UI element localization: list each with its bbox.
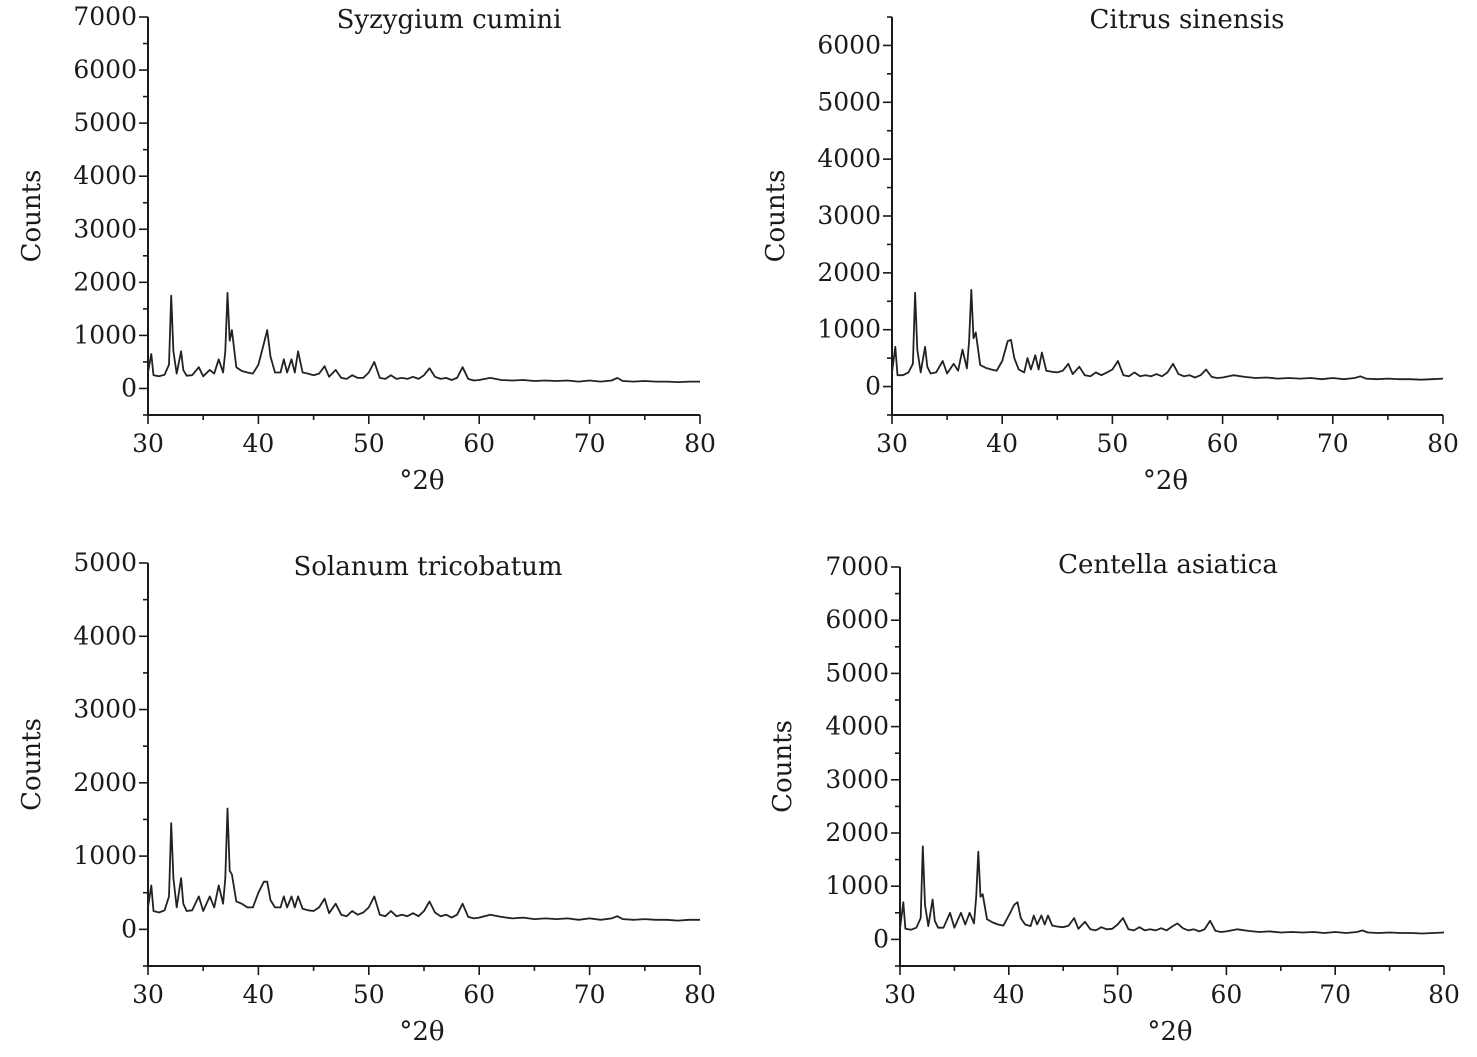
y-axis-title: Counts bbox=[17, 170, 47, 263]
y-tick-label: 5000 bbox=[73, 108, 137, 137]
x-tick-label: 30 bbox=[876, 429, 908, 458]
y-axis-title: Counts bbox=[768, 720, 798, 813]
panel-title: Syzygium cumini bbox=[337, 5, 562, 35]
x-tick-label: 70 bbox=[574, 429, 606, 458]
y-tick-label: 7000 bbox=[73, 2, 137, 31]
panel-4: 30 40 50 60 70 80 0 1000 2000 3000 4000 5000 6000 700… bbox=[768, 550, 1460, 1047]
x-tick-label: 50 bbox=[1096, 429, 1128, 458]
panel-3: 30 40 50 60 70 80 0 1000 2000 3000 4000 5000 °2θ Coun… bbox=[17, 548, 716, 1047]
y-tick-label: 6000 bbox=[817, 30, 881, 59]
y-tick-label: 4000 bbox=[73, 621, 137, 650]
y-tick-label: 2000 bbox=[825, 818, 889, 847]
x-axis-title: °2θ bbox=[1147, 1017, 1192, 1047]
x-tick-label: 60 bbox=[1210, 980, 1242, 1009]
xrd-trace bbox=[891, 288, 1444, 381]
y-tick-label: 3000 bbox=[825, 765, 889, 794]
x-tick-label: 80 bbox=[1427, 429, 1459, 458]
y-tick-label: 3000 bbox=[817, 201, 881, 230]
x-tick-label: 70 bbox=[1317, 429, 1349, 458]
x-tick-label: 40 bbox=[242, 980, 274, 1009]
x-tick-label: 30 bbox=[884, 980, 916, 1009]
y-tick-label: 6000 bbox=[825, 605, 889, 634]
y-tick-label: 4000 bbox=[825, 712, 889, 741]
x-tick-label: 40 bbox=[242, 429, 274, 458]
x-axis-title: °2θ bbox=[399, 466, 444, 496]
y-tick-label: 6000 bbox=[73, 55, 137, 84]
x-axis-title: °2θ bbox=[399, 1017, 444, 1047]
y-tick-label: 1000 bbox=[817, 315, 881, 344]
y-axis-title: Counts bbox=[17, 718, 47, 811]
y-tick-label: 3000 bbox=[73, 695, 137, 724]
y-tick-label: 5000 bbox=[73, 548, 137, 577]
x-tick-label: 80 bbox=[684, 980, 716, 1009]
panel-title: Solanum tricobatum bbox=[293, 552, 562, 582]
x-tick-label: 60 bbox=[1207, 429, 1239, 458]
x-tick-label: 40 bbox=[993, 980, 1025, 1009]
y-tick-label: 2000 bbox=[73, 267, 137, 296]
y-tick-label: 2000 bbox=[817, 258, 881, 287]
panel-title: Citrus sinensis bbox=[1090, 5, 1285, 35]
x-tick-label: 60 bbox=[463, 980, 495, 1009]
y-tick-label: 5000 bbox=[825, 658, 889, 687]
y-tick-label: 0 bbox=[121, 914, 137, 943]
x-tick-label: 50 bbox=[1102, 980, 1134, 1009]
x-tick-label: 80 bbox=[684, 429, 716, 458]
y-tick-label: 0 bbox=[121, 373, 137, 402]
x-tick-label: 60 bbox=[463, 429, 495, 458]
y-tick-label: 4000 bbox=[73, 161, 137, 190]
xrd-trace bbox=[147, 291, 700, 384]
xrd-trace bbox=[899, 845, 1445, 935]
y-tick-label: 3000 bbox=[73, 214, 137, 243]
y-tick-label: 1000 bbox=[825, 871, 889, 900]
x-tick-label: 40 bbox=[986, 429, 1018, 458]
y-tick-label: 1000 bbox=[73, 841, 137, 870]
x-tick-label: 70 bbox=[1319, 980, 1351, 1009]
y-tick-label: 2000 bbox=[73, 768, 137, 797]
y-tick-label: 7000 bbox=[825, 552, 889, 581]
y-axis-title: Counts bbox=[761, 170, 791, 263]
x-tick-label: 70 bbox=[574, 980, 606, 1009]
y-tick-label: 4000 bbox=[817, 144, 881, 173]
x-tick-label: 50 bbox=[353, 429, 385, 458]
x-tick-label: 30 bbox=[132, 429, 164, 458]
x-tick-label: 30 bbox=[132, 980, 164, 1009]
panel-2: 30 40 50 60 70 80 0 1000 2000 3000 4000 5000 6000 °2θ… bbox=[761, 5, 1459, 496]
y-tick-label: 5000 bbox=[817, 87, 881, 116]
x-axis-title: °2θ bbox=[1143, 466, 1188, 496]
xrd-trace bbox=[147, 807, 700, 922]
y-tick-label: 0 bbox=[873, 924, 889, 953]
panel-title: Centella asiatica bbox=[1058, 550, 1278, 580]
y-tick-label: 0 bbox=[865, 372, 881, 401]
x-tick-label: 50 bbox=[353, 980, 385, 1009]
y-tick-label: 1000 bbox=[73, 320, 137, 349]
x-tick-label: 80 bbox=[1428, 980, 1460, 1009]
panel-1: 30 40 50 60 70 80 0 1000 2000 3000 4000 5000 6000 700… bbox=[17, 2, 716, 496]
